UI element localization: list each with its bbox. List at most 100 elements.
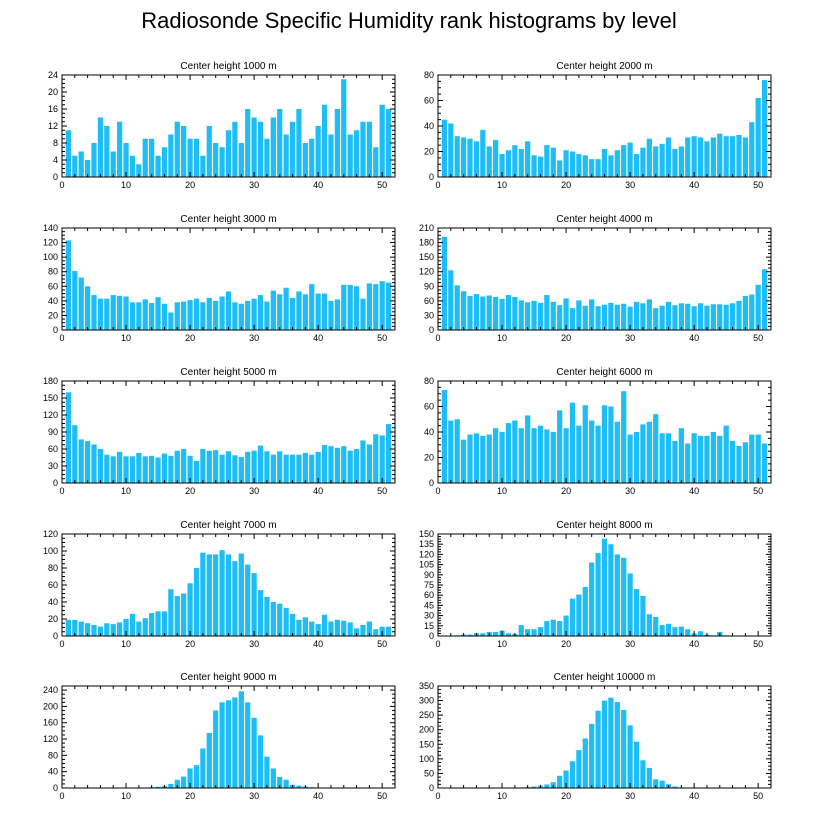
histogram-bar [213, 450, 219, 483]
histogram-bar [448, 420, 454, 483]
histogram-bar [441, 236, 448, 330]
histogram-bar [493, 428, 499, 483]
y-tick-label: 120 [419, 267, 434, 277]
histogram-bar [505, 295, 512, 330]
histogram-bar [193, 460, 200, 483]
histogram-bar [302, 617, 308, 636]
histogram-bar [245, 109, 251, 177]
histogram-bar [360, 624, 366, 636]
histogram-bar [174, 302, 180, 330]
histogram-bar [277, 451, 283, 483]
histogram-bar [640, 760, 646, 788]
histogram-bar [225, 700, 232, 788]
histogram-bar [353, 130, 360, 177]
histogram-bar [659, 305, 665, 330]
histogram-bar [736, 446, 742, 483]
histogram-bar [697, 435, 704, 483]
histogram-bar [621, 391, 627, 483]
y-tick-label: 60 [424, 296, 434, 306]
y-tick-label: 60 [48, 444, 58, 454]
histogram-bar [550, 432, 556, 483]
histogram-bar [665, 137, 672, 177]
histogram-bar [232, 697, 238, 788]
histogram-bar [454, 136, 460, 177]
y-tick-label: 105 [419, 560, 434, 570]
histogram-bar [213, 710, 219, 788]
histogram-bar [627, 434, 633, 483]
histogram-bar [640, 147, 646, 177]
histogram-bar [518, 148, 524, 177]
histogram-bar [460, 291, 467, 330]
histogram-bar [557, 410, 563, 483]
histogram-bar [104, 298, 110, 330]
histogram-bar [264, 756, 270, 788]
histogram-panel: Center height 5000 m 0 10 20 30 40 50 0 30 60 90 12… [43, 367, 396, 496]
histogram-bar [467, 634, 473, 636]
histogram-bar [161, 611, 168, 636]
histogram-bar [347, 450, 353, 483]
histogram-bar [672, 440, 678, 483]
histogram-bar [665, 433, 672, 483]
histogram-bar [563, 428, 569, 483]
histogram-bar [181, 449, 187, 483]
histogram-bar [441, 389, 448, 483]
histogram-bar [385, 626, 392, 636]
histogram-bar [518, 625, 524, 636]
y-tick-label: 0 [53, 325, 58, 335]
histogram-bar [251, 298, 257, 330]
x-tick-label: 40 [689, 791, 699, 801]
histogram-bar [257, 735, 264, 788]
y-tick-label: 100 [43, 546, 58, 556]
histogram-bar [155, 786, 161, 788]
histogram-bar [360, 121, 366, 177]
histogram-bar [557, 621, 563, 636]
histogram-bar [601, 148, 608, 177]
x-tick-label: 20 [185, 333, 195, 343]
histogram-bar [601, 700, 608, 788]
histogram-bar [251, 573, 257, 636]
x-tick-label: 20 [561, 639, 571, 649]
histogram-bar [582, 305, 588, 330]
histogram-bar [467, 138, 473, 177]
histogram-bar [315, 624, 321, 636]
y-tick-label: 8 [53, 138, 58, 148]
histogram-bar [117, 295, 123, 330]
histogram-panel: Center height 9000 m 0 10 20 30 40 50 0 40 80 120 1… [43, 672, 396, 801]
histogram-bar [704, 141, 710, 177]
histogram-bar [277, 294, 283, 330]
histogram-bar [225, 451, 232, 483]
y-tick-label: 0 [429, 783, 434, 793]
x-tick-label: 50 [753, 486, 763, 496]
histogram-bar [200, 302, 206, 330]
y-tick-label: 180 [419, 238, 434, 248]
histogram-bar [110, 624, 116, 636]
histogram-bar [557, 160, 563, 177]
x-tick-label: 20 [561, 486, 571, 496]
histogram-bar [749, 122, 755, 177]
histogram-panel: Center height 3000 m 0 10 20 30 40 50 0 20 40 60 80… [43, 214, 396, 343]
histogram-bar [110, 151, 116, 177]
histogram-bar [251, 717, 257, 788]
histogram-bar [544, 145, 550, 178]
x-tick-label: 30 [249, 486, 259, 496]
x-tick-label: 30 [625, 333, 635, 343]
histogram-bar [78, 439, 84, 483]
y-tick-label: 0 [429, 325, 434, 335]
y-tick-label: 120 [419, 549, 434, 559]
x-tick-label: 10 [121, 486, 131, 496]
histogram-bar [366, 283, 373, 330]
histogram-bar [640, 595, 646, 636]
histogram-bar [78, 621, 84, 636]
x-tick-label: 20 [561, 180, 571, 190]
y-tick-label: 12 [48, 121, 58, 131]
histogram-bar [486, 295, 492, 330]
histogram-bar [512, 145, 518, 178]
histogram-bar [576, 594, 582, 636]
panel-title: Center height 6000 m [556, 367, 652, 378]
histogram-bar [232, 302, 238, 330]
histogram-bar [614, 702, 620, 788]
x-tick-label: 20 [561, 791, 571, 801]
x-tick-label: 20 [185, 639, 195, 649]
histogram-bar [595, 553, 601, 636]
histogram-bar [640, 303, 646, 330]
